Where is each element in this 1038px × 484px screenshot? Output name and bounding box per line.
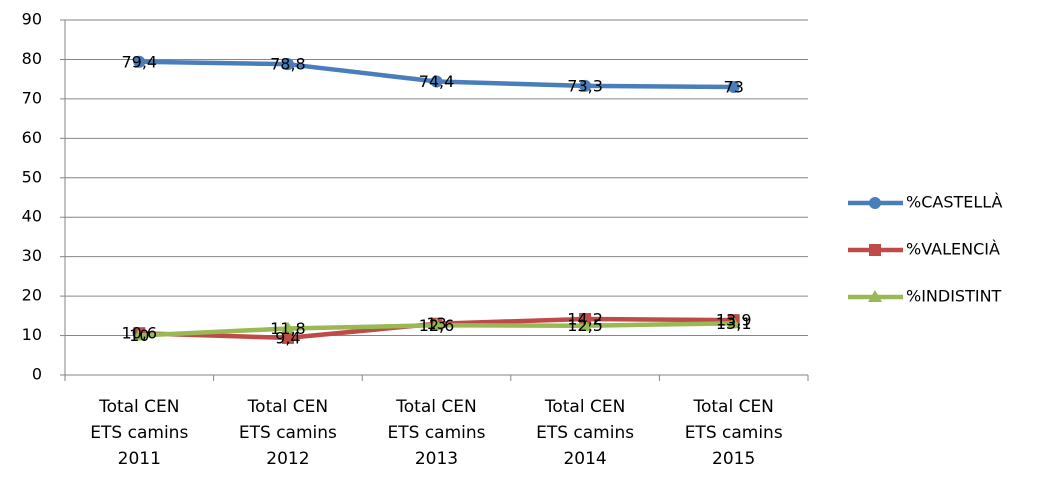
y-tick-label: 30 xyxy=(22,246,42,265)
data-label: 12,6 xyxy=(419,316,455,335)
y-tick-label: 10 xyxy=(22,325,42,344)
data-label: 13,9 xyxy=(716,311,752,330)
data-label: 10 xyxy=(129,326,149,345)
x-tick-label: Total CEN ETS camins 2015 xyxy=(684,397,783,469)
data-label: 12,5 xyxy=(567,316,603,335)
marker xyxy=(868,290,882,302)
y-tick-label: 90 xyxy=(22,10,42,29)
data-label: 13,1 xyxy=(716,314,752,333)
marker xyxy=(132,328,147,341)
data-label: 73 xyxy=(724,78,744,97)
marker xyxy=(429,318,444,331)
marker xyxy=(133,55,146,68)
x-tick-label: Total CEN ETS camins 2011 xyxy=(90,397,189,469)
x-tick-label: Total CEN ETS camins 2012 xyxy=(238,397,337,469)
data-label: 14,2 xyxy=(567,309,603,328)
x-tick-label: Total CEN ETS camins 2013 xyxy=(387,397,486,469)
data-label: 74,4 xyxy=(419,72,455,91)
marker xyxy=(281,58,294,71)
legend-label: %VALENCIÀ xyxy=(906,240,1000,259)
marker xyxy=(280,321,295,334)
data-label: 11,8 xyxy=(270,319,306,338)
marker xyxy=(579,79,592,92)
y-tick-label: 70 xyxy=(22,88,42,107)
y-tick-label: 80 xyxy=(22,49,42,68)
marker xyxy=(869,244,881,256)
y-tick-label: 0 xyxy=(32,365,42,384)
marker xyxy=(578,318,593,331)
y-tick-label: 50 xyxy=(22,167,42,186)
data-label: 10,6 xyxy=(121,324,157,343)
data-label: 79,4 xyxy=(121,52,157,71)
y-tick-label: 20 xyxy=(22,286,42,305)
data-label: 73,3 xyxy=(567,76,603,95)
data-label: 78,8 xyxy=(270,55,306,74)
legend-label: %CASTELLÀ xyxy=(906,193,1003,212)
marker xyxy=(869,197,881,209)
marker xyxy=(726,316,741,329)
legend-label: %INDISTINT xyxy=(906,287,1002,306)
data-label: 9,4 xyxy=(275,328,300,347)
marker xyxy=(727,81,740,94)
data-label: 13 xyxy=(426,314,446,333)
y-tick-label: 40 xyxy=(22,207,42,226)
y-tick-label: 60 xyxy=(22,128,42,147)
x-tick-label: Total CEN ETS camins 2014 xyxy=(536,397,635,469)
marker xyxy=(430,75,443,88)
marker xyxy=(281,331,294,344)
